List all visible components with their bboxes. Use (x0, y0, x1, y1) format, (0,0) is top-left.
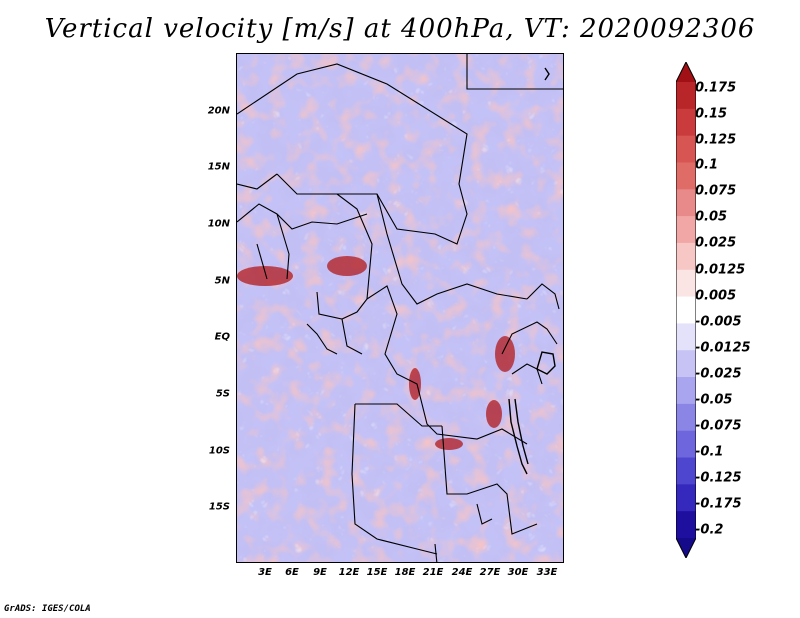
colorbar-segment (676, 403, 696, 432)
lat-label: EQ (214, 331, 230, 343)
colorbar-label: 0.075 (695, 183, 737, 199)
colorbar-label: -0.075 (695, 418, 742, 434)
lon-label: 15E (366, 567, 388, 578)
colorbar-segment (676, 296, 696, 324)
colorbar-segment (676, 430, 696, 459)
colorbar-segment (676, 457, 696, 485)
lon-label: 30E (507, 567, 529, 578)
colorbar-label: 0.15 (695, 106, 728, 122)
lat-label: 5S (215, 388, 230, 400)
velocity-field (237, 54, 563, 562)
lon-label: 12E (338, 567, 360, 578)
colorbar-segment (676, 484, 696, 512)
colorbar-segment (676, 135, 696, 163)
colorbar-segment (676, 62, 696, 82)
credit-text: GrADS: IGES/COLA (4, 604, 91, 614)
lat-label: 20N (207, 105, 230, 117)
country-borders (237, 54, 563, 562)
velocity-map (236, 53, 564, 563)
colorbar-label: 0.025 (695, 235, 737, 251)
colorbar-segment (676, 269, 696, 298)
colorbar-segment (676, 377, 696, 405)
colorbar-segment (676, 82, 696, 110)
colorbar (676, 62, 696, 558)
lon-label: 3E (258, 567, 272, 578)
colorbar-segment (676, 350, 696, 378)
lat-label: 5N (214, 275, 230, 287)
colorbar-segment (676, 189, 696, 217)
colorbar-label: -0.175 (695, 496, 742, 512)
lon-label: 33E (536, 567, 558, 578)
colorbar-label: 0.1 (695, 157, 719, 173)
field-texture (237, 54, 563, 562)
colorbar-segment (676, 511, 696, 539)
lon-label: 24E (451, 567, 473, 578)
colorbar-label: -0.025 (695, 366, 742, 382)
colorbar-label: 0.005 (695, 288, 737, 304)
colorbar-label: 0.175 (695, 80, 737, 96)
colorbar-label: 0.05 (695, 209, 728, 225)
lon-label: 18E (394, 567, 416, 578)
lon-label: 21E (422, 567, 444, 578)
colorbar-label: 0.125 (695, 132, 737, 148)
strong-updraft-patches (237, 256, 515, 450)
colorbar-segment (676, 538, 696, 558)
colorbar-segment (676, 242, 696, 271)
lat-label: 10N (207, 218, 230, 230)
colorbar-label: -0.1 (695, 444, 724, 460)
colorbar-segment (676, 323, 696, 351)
colorbar-label: -0.005 (695, 314, 742, 330)
colorbar-segment (676, 108, 696, 137)
map-title: Vertical velocity [m/s] at 400hPa, VT: 2… (44, 14, 756, 44)
colorbar-label: -0.05 (695, 392, 733, 408)
colorbar-label: -0.125 (695, 470, 742, 486)
lon-label: 27E (479, 567, 501, 578)
lat-label: 10S (208, 445, 230, 457)
colorbar-label: -0.2 (695, 522, 724, 538)
colorbar-segment (676, 162, 696, 190)
lon-label: 9E (313, 567, 327, 578)
colorbar-label: -0.0125 (695, 340, 751, 356)
colorbar-label: 0.0125 (695, 262, 746, 278)
lat-label: 15N (207, 161, 230, 173)
colorbar-segment (676, 216, 696, 244)
lon-label: 6E (285, 567, 299, 578)
lakes (508, 67, 556, 475)
lat-label: 15S (208, 501, 230, 513)
